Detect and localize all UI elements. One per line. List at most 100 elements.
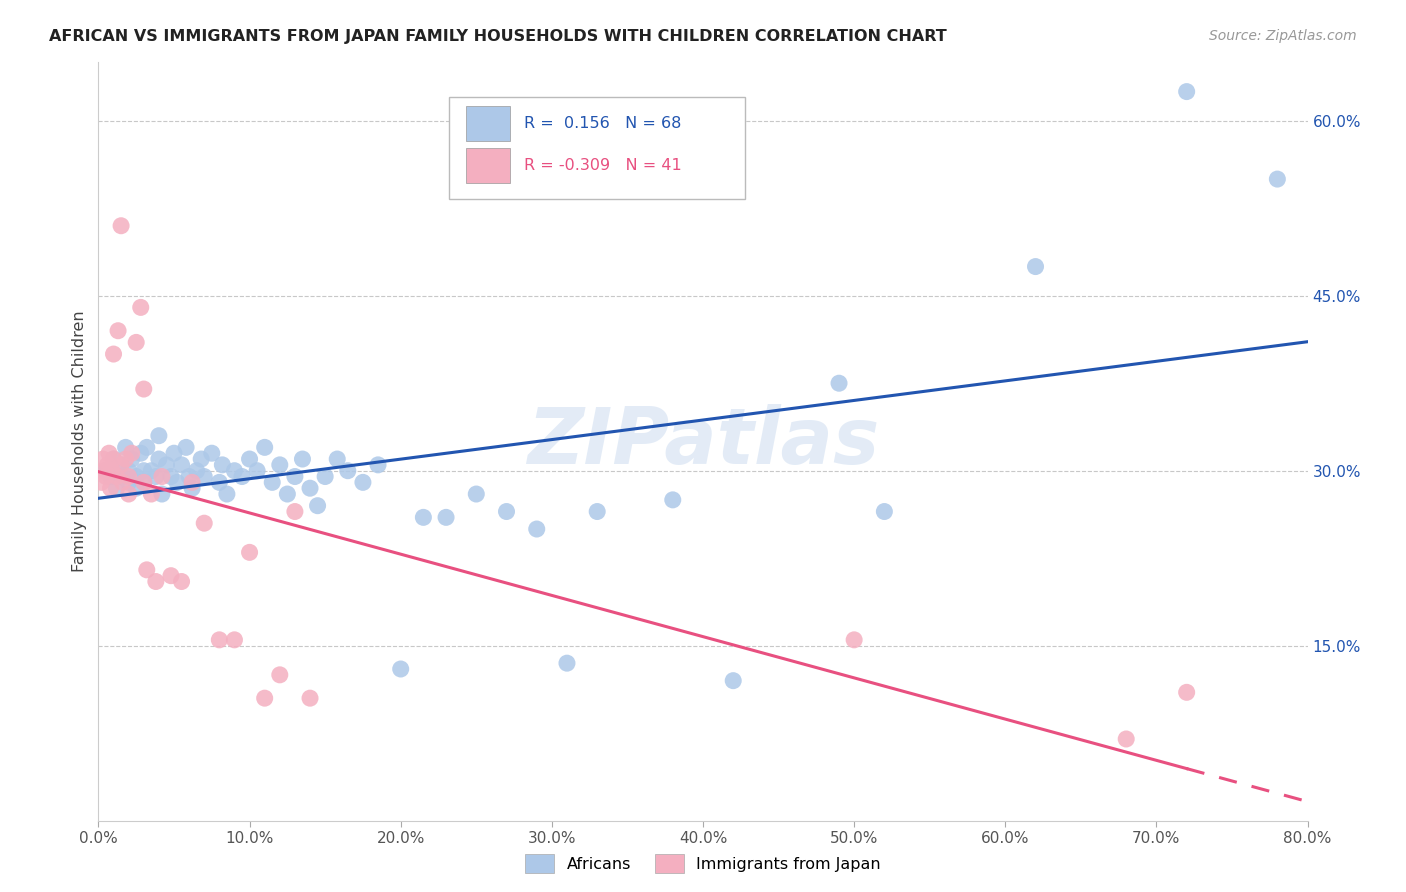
Point [307,499,329,513]
Point [367,458,389,472]
FancyBboxPatch shape [465,148,509,183]
FancyBboxPatch shape [449,96,745,199]
Point [94,469,117,483]
Point [239,545,262,559]
Point [1024,260,1046,274]
Point [193,469,215,483]
Point [163,446,186,460]
Point [314,469,336,483]
Point [121,446,143,460]
Point [174,441,197,455]
Point [132,464,155,478]
Point [211,458,233,472]
Text: Source: ZipAtlas.com: Source: ZipAtlas.com [1209,29,1357,43]
Point [141,487,163,501]
Point [100,481,122,495]
Point [269,668,291,682]
Point [141,464,163,478]
Point [132,475,155,490]
Point [246,464,269,478]
Point [208,475,231,490]
Point [179,469,201,483]
Point [661,492,683,507]
Point [100,469,122,483]
Point [103,452,125,467]
Point [208,632,231,647]
Text: ZIPatlas: ZIPatlas [527,403,879,480]
Point [110,458,132,472]
Point [299,691,322,706]
Point [145,574,167,589]
Point [105,469,128,483]
Point [105,481,128,495]
Point [586,504,609,518]
Point [215,487,238,501]
Point [276,487,298,501]
Point [186,464,208,478]
Point [412,510,434,524]
Point [299,481,322,495]
Point [110,219,132,233]
Point [193,516,215,531]
Point [224,464,246,478]
Point [326,452,349,467]
Point [526,522,548,536]
Point [284,469,307,483]
Point [129,446,152,460]
Point [103,452,125,467]
Point [723,673,745,688]
Point [118,469,141,483]
Point [118,464,141,478]
Point [90,475,112,490]
Point [269,458,291,472]
Point [125,335,148,350]
Point [103,347,125,361]
Point [91,452,114,467]
Point [262,475,284,490]
Point [873,504,896,518]
Point [336,464,359,478]
Point [94,464,117,478]
Point [121,452,143,467]
Point [828,376,851,391]
Point [181,481,204,495]
Point [389,662,412,676]
Point [495,504,517,518]
Point [96,458,118,472]
Point [844,632,866,647]
Point [253,691,276,706]
Point [132,475,155,490]
Point [160,568,183,582]
Point [107,324,129,338]
Point [148,452,170,467]
Point [125,469,148,483]
FancyBboxPatch shape [465,105,509,141]
Point [1115,731,1137,746]
Text: R = -0.309   N = 41: R = -0.309 N = 41 [524,158,682,173]
Point [352,475,374,490]
Point [125,481,148,495]
Point [170,574,193,589]
Point [181,475,204,490]
Point [150,469,173,483]
Point [231,469,253,483]
Point [555,656,578,670]
Point [145,469,167,483]
Point [111,475,134,490]
Point [135,441,157,455]
Point [150,487,173,501]
Point [118,475,141,490]
Point [101,464,124,478]
Point [118,487,141,501]
Text: AFRICAN VS IMMIGRANTS FROM JAPAN FAMILY HOUSEHOLDS WITH CHILDREN CORRELATION CHA: AFRICAN VS IMMIGRANTS FROM JAPAN FAMILY … [49,29,948,44]
Point [132,382,155,396]
Point [253,441,276,455]
Point [465,487,488,501]
Point [1175,685,1198,699]
Point [110,469,132,483]
Point [129,301,152,315]
Y-axis label: Family Households with Children: Family Households with Children [72,310,87,573]
Point [239,452,262,467]
Point [1175,85,1198,99]
Point [434,510,457,524]
